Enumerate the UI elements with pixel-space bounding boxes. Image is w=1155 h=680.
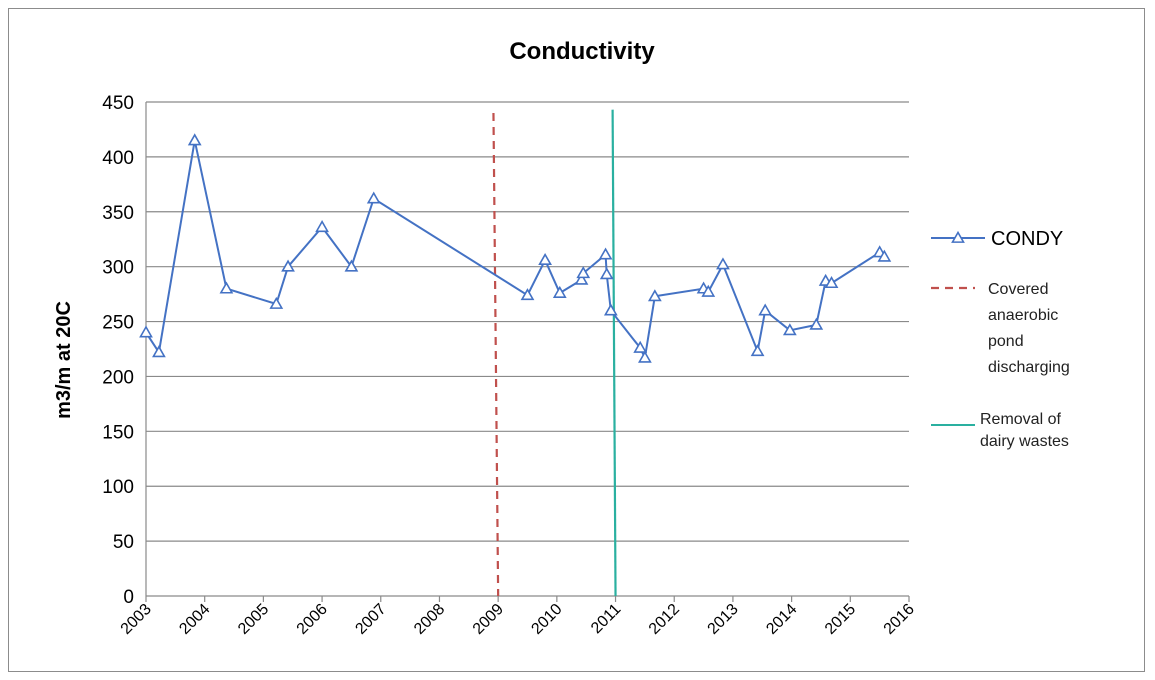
legend-dairy-label: dairy wastes (980, 433, 1069, 450)
data-point (344, 259, 359, 272)
data-point (716, 257, 730, 270)
x-tick-label: 2011 (588, 601, 624, 637)
data-point (552, 285, 567, 298)
condy-line (145, 140, 886, 362)
data-point (638, 350, 652, 363)
y-tick-label: 150 (102, 422, 134, 443)
data-point (219, 281, 234, 294)
x-tick-label: 2007 (352, 601, 389, 638)
x-tick-label: 2012 (646, 601, 683, 638)
y-tick-label: 450 (102, 93, 134, 114)
y-tick-label: 200 (102, 367, 134, 388)
data-point (576, 266, 591, 279)
y-tick-label: 50 (113, 532, 134, 553)
chart-title: Conductivity (509, 38, 655, 65)
data-point (269, 296, 284, 309)
data-point (366, 191, 381, 204)
data-point (647, 289, 662, 302)
gridlines (146, 101, 909, 542)
data-point (701, 284, 716, 297)
legend-dairy-label: Removal of (980, 411, 1061, 428)
y-tick-label: 0 (123, 587, 134, 608)
x-tick-label: 2010 (528, 601, 565, 638)
x-tick-label: 2015 (822, 601, 859, 638)
data-point (809, 317, 824, 330)
legend-pond-label: anaerobic (988, 307, 1058, 324)
data-point (750, 344, 765, 357)
legend-pond-label: discharging (988, 359, 1070, 376)
data-point (281, 259, 295, 272)
data-point (782, 323, 797, 336)
data-point (603, 303, 618, 316)
x-tick-label: 2008 (411, 601, 448, 638)
x-tick-label: 2016 (881, 601, 918, 638)
y-tick-label: 250 (102, 313, 134, 334)
pond-discharge-line (492, 112, 500, 597)
data-point (538, 252, 552, 266)
x-tick-label: 2014 (763, 601, 800, 638)
dairy-removal-line (611, 109, 617, 597)
y-tick-label: 300 (102, 258, 134, 279)
data-point (599, 267, 614, 280)
data-point (824, 276, 839, 289)
x-tick-label: 2009 (470, 601, 507, 638)
data-point (187, 133, 202, 146)
legend-pond-label: pond (988, 333, 1024, 350)
legend: CONDY Covered anaerobic pond discharging Remo… (931, 228, 1070, 450)
x-tick-label: 2013 (705, 601, 742, 638)
data-point (139, 325, 153, 338)
data-point (598, 247, 613, 260)
y-axis-label: m3/m at 20C (53, 301, 75, 419)
data-point (633, 340, 648, 353)
data-point (877, 249, 892, 262)
legend-condy-marker (951, 230, 965, 243)
chart-frame (8, 8, 1145, 672)
y-tick-label: 100 (102, 477, 134, 498)
data-point (152, 345, 166, 358)
data-point (315, 220, 329, 233)
legend-condy-label: CONDY (991, 228, 1063, 250)
data-point (758, 303, 773, 316)
x-tick-label: 2004 (176, 601, 213, 638)
x-tick-label: 2005 (235, 601, 272, 638)
event-lines (492, 109, 617, 597)
legend-pond-label: Covered (988, 281, 1048, 298)
series-condy (139, 133, 892, 363)
x-tick-label: 2006 (294, 601, 331, 638)
y-tick-label: 350 (102, 203, 134, 224)
y-tick-label: 400 (102, 148, 134, 169)
data-point (520, 288, 535, 301)
data-point (574, 272, 589, 285)
